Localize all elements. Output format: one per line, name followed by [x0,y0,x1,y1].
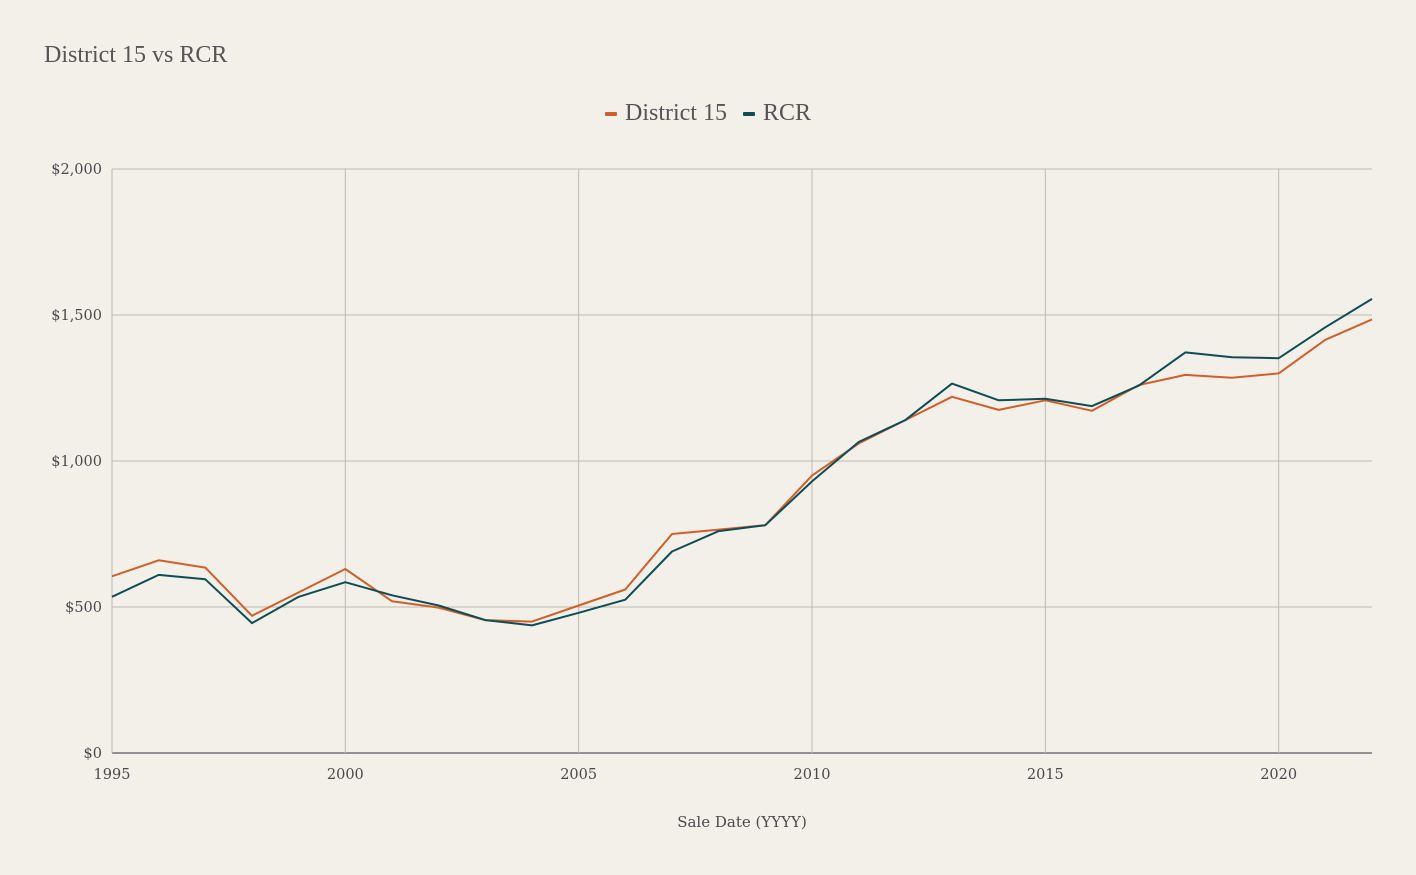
y-axis-ticks: $0 $500 $1,000 $1,500 $2,000 [51,162,102,762]
series-line-rcr[interactable] [111,298,1373,627]
series-line-district-15[interactable] [111,318,1373,623]
x-tick-label: 2005 [560,767,597,783]
legend: District 15 RCR [0,100,1416,127]
x-tick-label: 1995 [94,767,131,783]
legend-item-rcr[interactable]: RCR [742,100,812,127]
y-tick-label: $0 [84,746,102,762]
x-axis-title: Sale Date (YYYY) [677,813,807,831]
legend-swatch-district-15 [604,111,617,116]
legend-label-district-15: District 15 [624,100,727,126]
legend-item-district-15[interactable]: District 15 [604,100,727,127]
grid-lines [111,168,1372,754]
legend-swatch-rcr [742,111,755,116]
y-tick-label: $2,000 [51,162,102,178]
series-lines [111,298,1373,627]
x-tick-label: 2010 [794,767,831,783]
y-tick-label: $1,500 [51,308,102,324]
chart-title: District 15 vs RCR [44,42,228,68]
x-axis-ticks: 1995 2000 2005 2010 2015 2020 [94,767,1298,783]
x-tick-label: 2000 [327,767,364,783]
legend-label-rcr: RCR [762,100,812,126]
x-tick-label: 2020 [1260,767,1297,783]
x-tick-label: 2015 [1027,767,1064,783]
y-tick-label: $500 [65,600,102,616]
y-tick-label: $1,000 [51,454,102,470]
